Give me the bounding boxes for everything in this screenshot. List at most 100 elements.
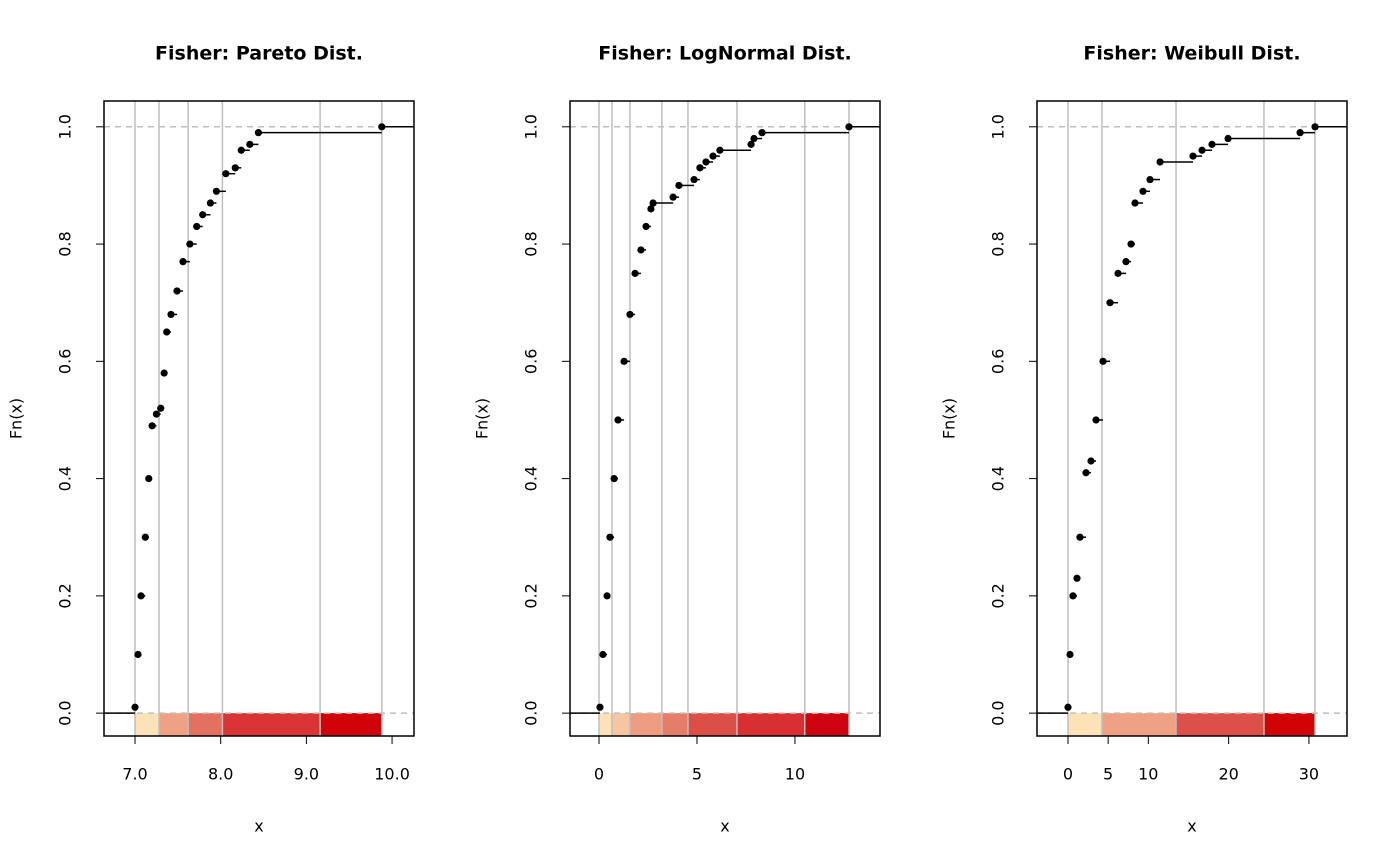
class-band [1101,713,1177,736]
y-tick-label: 0.0 [522,700,541,725]
point [1198,146,1206,154]
x-tick-label: 0 [1063,765,1073,784]
point [626,310,634,319]
point [637,246,645,254]
point [148,422,156,430]
point [1073,574,1081,582]
x-tick-label: 9.0 [294,765,319,784]
x-tick-label: 10 [785,765,805,784]
point [254,129,263,137]
point [1076,533,1084,541]
x-tick-label: 0 [594,765,604,784]
y-axis-label: Fn(x) [940,398,959,439]
x-tick-label: 5 [692,765,702,784]
x-tick-label: 10 [1138,765,1158,784]
point [212,187,221,195]
point [145,474,153,483]
point [610,474,618,483]
x-axis-label: x [1187,817,1196,836]
y-tick-label: 0.8 [522,231,541,256]
point [206,199,215,207]
point [1156,158,1164,166]
point [1082,469,1090,477]
point [179,258,187,266]
point [747,140,755,148]
x-tick-label: 7.0 [122,765,147,784]
panel-title: Fisher: Weibull Dist. [1083,43,1300,65]
point [199,211,207,219]
x-tick-label: 5 [1103,765,1113,784]
point [1127,240,1135,248]
class-band [629,713,662,736]
class-band [736,713,805,736]
plot-frame [1036,100,1348,737]
point [1131,199,1139,207]
class-band [1263,713,1316,736]
point [186,240,194,248]
y-tick-label: 0.6 [522,349,541,374]
point [1296,129,1304,137]
class-band [804,713,850,736]
point [167,310,175,319]
y-tick-label: 0.4 [56,466,75,491]
y-tick-label: 1.0 [989,114,1008,139]
y-tick-label: 0.8 [989,231,1008,256]
point [702,158,710,166]
point [642,222,650,231]
class-band [135,713,160,736]
class-band [661,713,688,736]
point [137,592,145,600]
point [1189,152,1197,160]
class-band [159,713,189,736]
point [709,152,717,160]
point [1146,175,1154,184]
y-tick-label: 0.6 [56,349,75,374]
point [750,134,758,143]
point [173,287,181,295]
y-tick-label: 0.4 [989,466,1008,491]
y-tick-label: 1.0 [522,114,541,139]
point [237,146,245,154]
point [1099,357,1107,365]
point [1139,187,1147,195]
point [131,703,139,711]
x-tick-label: 8.0 [208,765,233,784]
point [606,533,614,541]
y-tick-label: 1.0 [56,114,75,139]
point [647,205,655,213]
point [1114,269,1122,277]
point [599,650,607,659]
point [1224,134,1232,143]
point [649,199,657,207]
y-tick-label: 0.8 [56,231,75,256]
point [1311,123,1319,131]
point [1208,140,1216,148]
point [631,269,639,277]
panel-title: Fisher: LogNormal Dist. [598,43,852,65]
point [669,193,677,201]
class-band [188,713,223,736]
point [231,164,239,172]
class-band [222,713,321,736]
point [1087,457,1095,465]
point [246,140,254,148]
class-band [611,713,630,736]
point [1106,299,1114,307]
point [1092,416,1100,424]
x-tick-label: 20 [1218,765,1238,784]
point [758,129,766,137]
plot-frame [103,100,415,737]
point [134,650,142,659]
point [690,175,698,184]
point [716,146,724,154]
class-band [599,713,612,736]
point [696,164,704,172]
class-band [1176,713,1264,736]
y-tick-label: 0.6 [989,349,1008,374]
point [1064,703,1072,711]
point [614,416,622,424]
point [157,404,165,412]
point [193,222,201,231]
x-tick-label: 10.0 [374,765,410,784]
class-band [1068,713,1102,736]
